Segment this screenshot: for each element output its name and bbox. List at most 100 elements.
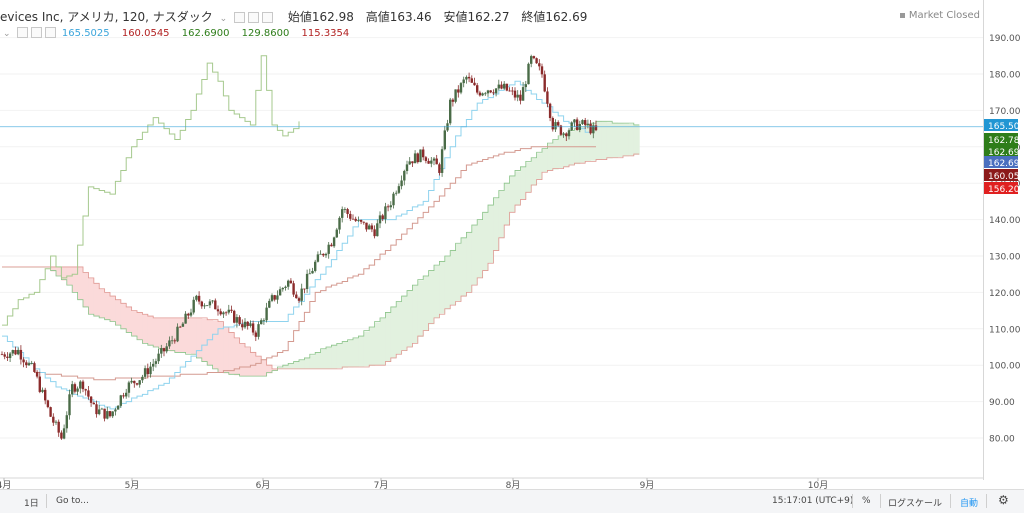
candle-body (365, 222, 368, 230)
indicator-chevron-icon[interactable]: ⌄ (3, 28, 11, 39)
candle-body (292, 283, 295, 295)
candle-body (511, 90, 514, 92)
cloud-segment (407, 290, 413, 347)
high-value: 163.46 (389, 10, 432, 24)
candle-body (413, 153, 417, 164)
candle-body (251, 323, 255, 333)
x-tick-label: 8月 (506, 480, 521, 489)
candle-body (354, 218, 357, 221)
close-icon[interactable] (262, 12, 274, 23)
symbol-title[interactable]: evices Inc, アメリカ, 120, ナスダック (0, 10, 213, 24)
cloud-segment (579, 126, 586, 163)
range-1d-button[interactable]: 1日 (24, 499, 39, 509)
x-tick-label: 7月 (374, 480, 389, 489)
cloud-segment (228, 332, 235, 375)
candle-body (351, 218, 355, 220)
candle-body (62, 428, 66, 439)
candle-body (470, 78, 473, 83)
candle-body (570, 122, 573, 131)
candle-body (11, 350, 14, 354)
cloud-segment (120, 303, 127, 329)
candle-body (238, 317, 241, 325)
cloud-segment (628, 124, 635, 156)
price-label-text: 162.69 (988, 148, 1020, 158)
y-tick-label: 90.00 (989, 398, 1015, 408)
y-tick-label: 130.00 (989, 253, 1021, 263)
candle-body (230, 309, 233, 311)
cloud-segment (353, 337, 359, 368)
candle-body (373, 229, 376, 237)
candle-body (295, 294, 298, 299)
cloud-segment (336, 343, 343, 369)
candle-body (179, 326, 182, 328)
cloud-segment (423, 275, 430, 331)
cloud-segment (401, 296, 408, 351)
settings-icon[interactable] (248, 12, 260, 23)
candle-body (106, 411, 109, 419)
cloud-segment (477, 219, 484, 278)
candle-body (130, 380, 133, 383)
cloud-segment (137, 312, 143, 340)
cloud-segment (272, 368, 278, 371)
indicator-eye-icon[interactable] (16, 27, 28, 38)
candle-body (33, 363, 36, 372)
cloud-segment (590, 123, 597, 161)
candle-body (476, 85, 479, 93)
indicator-value-base: 160.0545 (121, 27, 170, 39)
candle-body (395, 192, 398, 194)
candle-body (305, 273, 309, 289)
price-label-tag: 156.20 (984, 182, 1020, 195)
indicator-close-icon[interactable] (44, 27, 56, 38)
candle-body (314, 261, 317, 271)
cloud-segment (623, 123, 629, 157)
cloud-segment (83, 272, 89, 307)
candle-body (346, 209, 349, 214)
cloud-segment (482, 212, 489, 271)
candle-body (300, 288, 303, 301)
percent-toggle[interactable]: % (862, 496, 871, 506)
bottom-toolbar: 1日 Go to... 15:17:01 (UTC+9) % ログスケール 自動… (0, 489, 1024, 513)
candle-body (586, 123, 590, 125)
chart-canvas[interactable]: 80.00 90.00 100.00 110.00 120.00 130.00 140.00… (0, 0, 1024, 489)
candle-body (368, 225, 371, 230)
indicator-value-conversion: 165.5025 (61, 27, 110, 39)
span-a-line (2, 120, 640, 377)
cloud-segment (56, 266, 62, 277)
cloud-segment (239, 343, 246, 377)
candle-body (44, 389, 47, 401)
cloud-segment (434, 265, 440, 318)
goto-button[interactable]: Go to... (56, 496, 89, 506)
symbol-legend: evices Inc, アメリカ, 120, ナスダック ⌄ 始値162.98 … (0, 8, 587, 25)
candle-body (287, 280, 290, 287)
cloud-segment (99, 288, 106, 318)
auto-scale-toggle[interactable]: 自動 (960, 499, 979, 509)
cloud-segment (104, 292, 111, 320)
candle-body (165, 346, 168, 352)
eye-icon[interactable] (234, 12, 246, 23)
candle-body (559, 125, 563, 135)
candle-body (473, 82, 476, 86)
gear-icon[interactable]: ⚙ (998, 493, 1009, 507)
cloud-segment (201, 318, 208, 362)
candle-body (152, 363, 155, 367)
candle-body (219, 311, 222, 315)
indicator-settings-icon[interactable] (30, 27, 42, 38)
candle-body (546, 91, 549, 104)
cloud-segment (185, 317, 192, 354)
cloud-segment (72, 266, 79, 293)
log-scale-toggle[interactable]: ログスケール (888, 499, 943, 509)
x-tick-label: 4月 (0, 480, 11, 489)
candle-body (416, 153, 419, 163)
clock-readout: 15:17:01 (UTC+9) (772, 496, 854, 506)
candle-body (6, 356, 9, 358)
toolbar-divider (986, 494, 987, 508)
candle-body (341, 209, 344, 218)
candle-body (335, 229, 338, 238)
y-tick-label: 190.00 (989, 34, 1021, 44)
chevron-down-icon[interactable]: ⌄ (219, 14, 228, 24)
cloud-segment (542, 148, 548, 173)
y-tick-label: 170.00 (989, 107, 1021, 117)
candle-body (189, 312, 193, 316)
candle-body (146, 368, 149, 375)
toolbar-divider (950, 494, 951, 508)
